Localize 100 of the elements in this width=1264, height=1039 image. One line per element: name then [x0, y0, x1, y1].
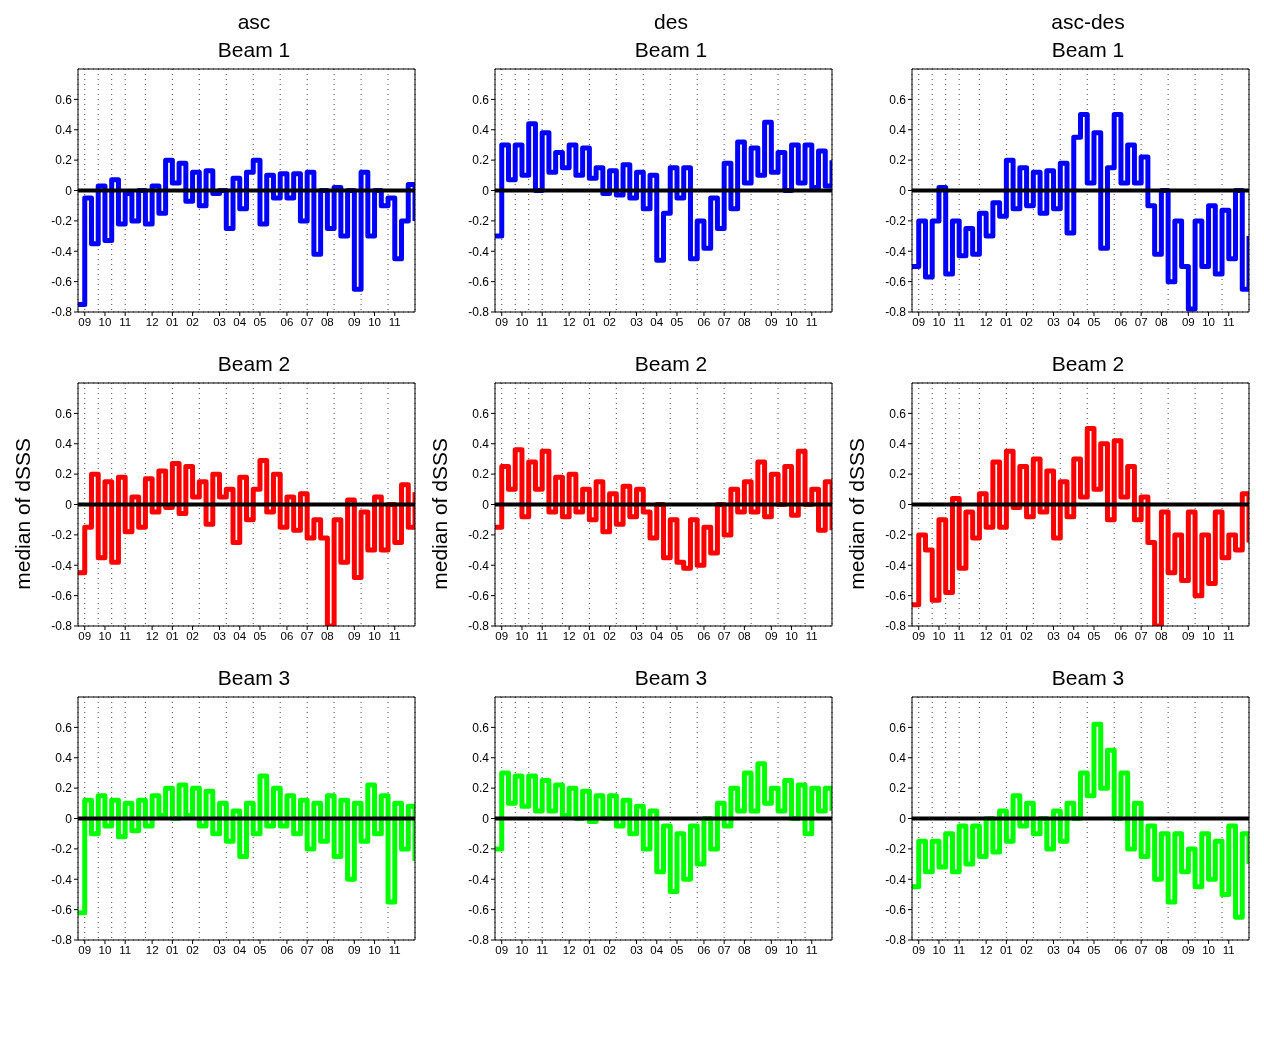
x-tick-label: 09	[764, 316, 778, 329]
x-tick-label: 10	[1202, 630, 1215, 643]
y-tick-label: 0.6	[472, 406, 490, 421]
x-tick-label: 01	[582, 630, 596, 643]
x-tick-label: 03	[1047, 316, 1060, 329]
y-axis-title: median of dSSS	[428, 438, 452, 590]
y-tick-label: -0.2	[468, 214, 490, 229]
x-tick-label: 03	[630, 316, 643, 329]
y-tick-label: 0	[482, 497, 490, 512]
y-tick-label: -0.6	[51, 902, 73, 917]
y-tick-label: -0.4	[51, 244, 73, 259]
x-tick-label: 10	[785, 630, 798, 643]
y-tick-label: 0.6	[889, 92, 907, 107]
x-tick-label: 05	[253, 944, 267, 957]
chart-title: asc	[236, 9, 272, 35]
y-tick-label: 0.6	[55, 92, 73, 107]
chart-title: Beam 2	[216, 351, 292, 377]
x-tick-label: 06	[280, 944, 294, 957]
x-tick-label: 09	[912, 630, 926, 643]
chart-subtitle: Beam 1	[216, 37, 292, 63]
x-tick-label: 06	[1114, 630, 1128, 643]
x-tick-label: 12	[145, 944, 159, 957]
x-tick-label: 04	[1067, 630, 1081, 643]
y-tick-label: 0.2	[889, 153, 907, 168]
x-tick-label: 11	[1222, 630, 1235, 643]
chart-title: Beam 2	[633, 351, 709, 377]
x-tick-label: 07	[717, 630, 731, 643]
y-tick-label: 0.6	[472, 92, 490, 107]
x-tick-label: 02	[1020, 944, 1033, 957]
x-tick-label: 03	[213, 944, 226, 957]
x-tick-label: 06	[1114, 316, 1128, 329]
x-tick-label: 12	[979, 944, 993, 957]
y-tick-label: -0.8	[468, 933, 490, 948]
x-tick-label: 04	[233, 944, 247, 957]
y-tick-label: -0.6	[885, 274, 907, 289]
x-tick-label: 05	[670, 316, 684, 329]
x-tick-label: 11	[805, 316, 818, 329]
y-tick-label: -0.4	[885, 872, 907, 887]
x-tick-label: 05	[253, 316, 267, 329]
x-tick-label: 09	[495, 630, 509, 643]
x-tick-label: 08	[737, 944, 751, 957]
y-tick-label: 0.4	[889, 751, 907, 766]
x-tick-label: 01	[165, 944, 179, 957]
y-tick-label: 0.2	[472, 467, 490, 482]
x-tick-label: 10	[368, 944, 381, 957]
y-tick-label: 0.4	[55, 751, 73, 766]
x-tick-label: 01	[165, 630, 179, 643]
x-tick-label: 10	[515, 944, 529, 957]
x-tick-label: 08	[320, 630, 334, 643]
y-tick-label: -0.4	[468, 244, 490, 259]
x-tick-label: 02	[186, 630, 199, 643]
y-tick-label: 0.6	[55, 720, 73, 735]
y-tick-label: -0.8	[51, 305, 73, 320]
x-tick-label: 11	[953, 316, 966, 329]
x-tick-label: 05	[1087, 316, 1101, 329]
x-tick-label: 11	[1222, 316, 1235, 329]
y-tick-label: -0.6	[51, 274, 73, 289]
x-tick-label: 03	[630, 944, 643, 957]
x-tick-label: 02	[603, 944, 616, 957]
x-tick-label: 09	[1181, 630, 1195, 643]
x-tick-label: 03	[1047, 944, 1060, 957]
y-tick-label: -0.6	[468, 902, 490, 917]
y-tick-label: -0.4	[468, 872, 490, 887]
y-axis-title: median of dSSS	[11, 438, 35, 590]
x-tick-label: 09	[495, 944, 509, 957]
x-tick-label: 11	[388, 944, 401, 957]
x-tick-label: 09	[347, 944, 361, 957]
x-tick-label: 02	[186, 944, 199, 957]
x-tick-label: 10	[98, 630, 112, 643]
x-tick-label: 07	[717, 944, 731, 957]
y-tick-label: 0	[65, 183, 73, 198]
x-tick-label: 01	[999, 630, 1013, 643]
x-tick-label: 10	[932, 316, 946, 329]
y-tick-label: -0.2	[51, 528, 73, 543]
y-tick-label: -0.4	[51, 872, 73, 887]
x-tick-label: 05	[1087, 944, 1101, 957]
x-tick-label: 10	[932, 944, 946, 957]
x-tick-label: 12	[979, 630, 993, 643]
y-tick-label: 0.4	[55, 437, 73, 452]
x-tick-label: 07	[300, 316, 314, 329]
x-tick-label: 05	[670, 630, 684, 643]
y-tick-label: -0.8	[468, 305, 490, 320]
y-tick-label: 0.4	[55, 123, 73, 138]
y-tick-label: -0.4	[51, 558, 73, 573]
y-tick-label: 0.2	[889, 467, 907, 482]
y-tick-label: 0.2	[55, 467, 73, 482]
y-tick-label: 0.2	[889, 781, 907, 796]
x-tick-label: 09	[1181, 944, 1195, 957]
y-tick-label: -0.6	[885, 588, 907, 603]
x-tick-label: 03	[1047, 630, 1060, 643]
y-tick-label: 0.6	[889, 720, 907, 735]
x-tick-label: 08	[1154, 630, 1168, 643]
x-tick-label: 07	[1134, 944, 1148, 957]
y-tick-label: 0	[65, 811, 73, 826]
chart-title: asc-des	[1050, 9, 1126, 35]
y-tick-label: -0.8	[51, 619, 73, 634]
x-tick-label: 12	[562, 630, 576, 643]
x-tick-label: 10	[515, 630, 529, 643]
x-tick-label: 03	[213, 630, 226, 643]
x-tick-label: 10	[368, 630, 381, 643]
